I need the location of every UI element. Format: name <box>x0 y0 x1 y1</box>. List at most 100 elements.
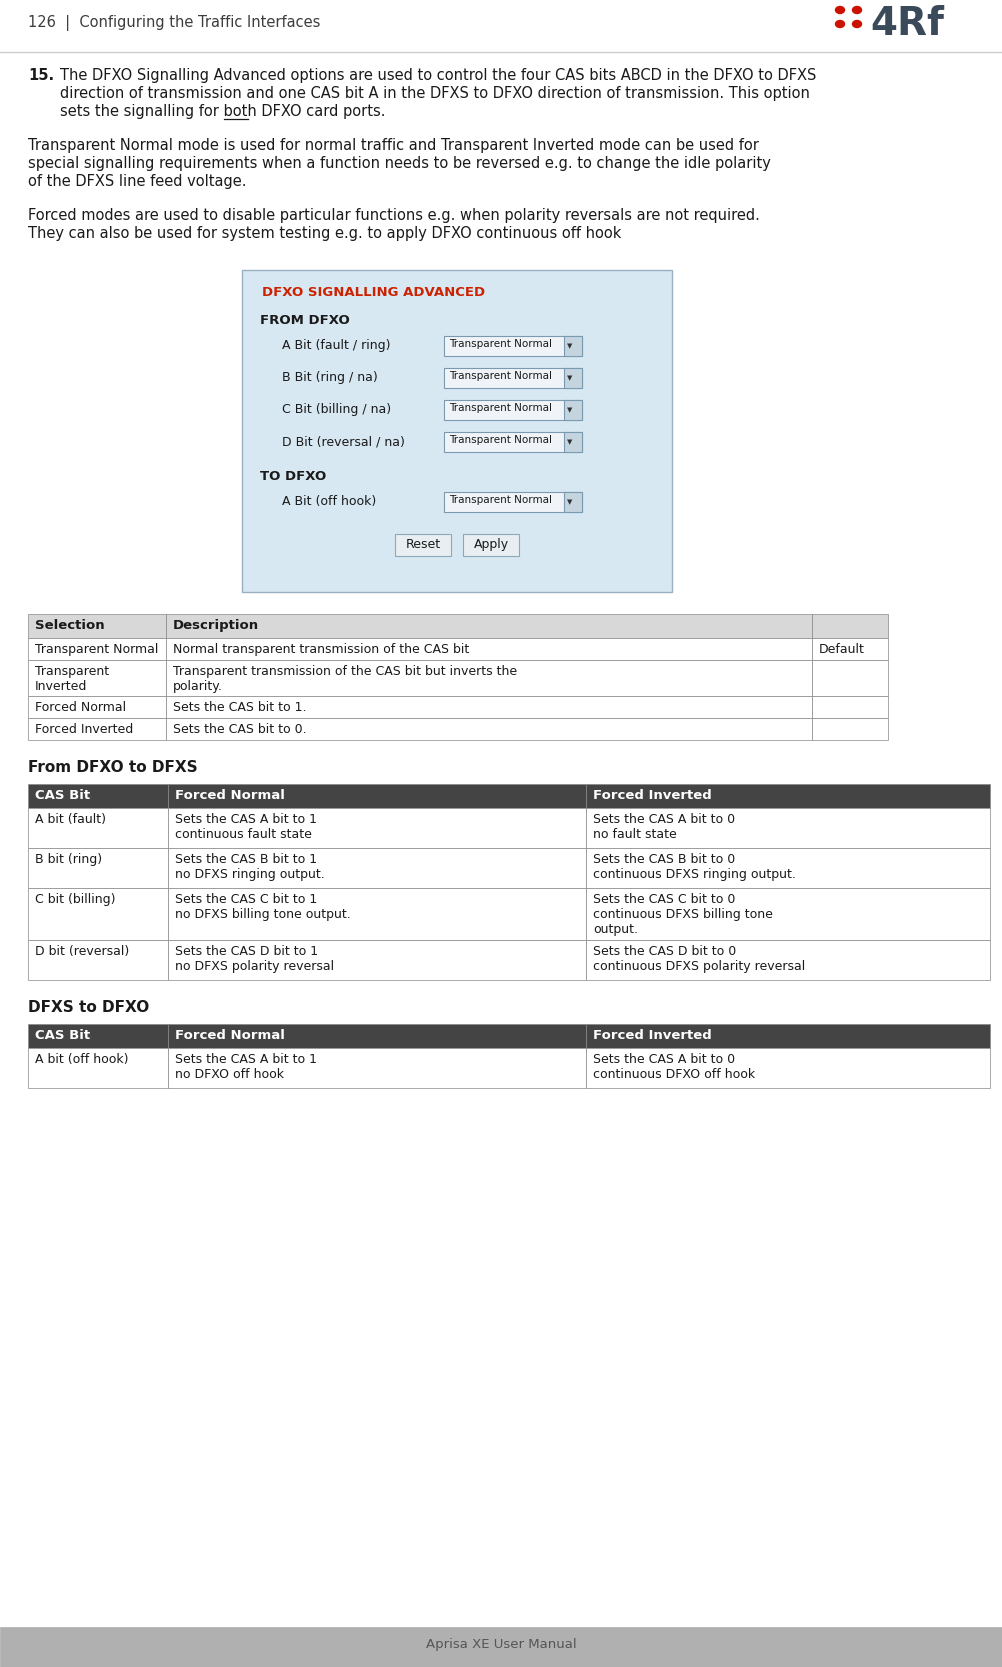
Text: Reset: Reset <box>406 538 441 552</box>
Bar <box>812 638 888 660</box>
Text: ▼: ▼ <box>567 498 573 505</box>
Text: Transparent Normal: Transparent Normal <box>449 403 552 413</box>
Bar <box>0 0 1002 52</box>
Ellipse shape <box>836 7 845 13</box>
Text: Sets the CAS bit to 1.: Sets the CAS bit to 1. <box>173 702 307 713</box>
Bar <box>812 718 888 740</box>
Text: Sets the CAS B bit to 0: Sets the CAS B bit to 0 <box>593 854 735 865</box>
Bar <box>586 889 990 940</box>
Text: Sets the CAS bit to 0.: Sets the CAS bit to 0. <box>173 723 307 737</box>
Text: Inverted: Inverted <box>35 680 87 693</box>
Text: CAS Bit: CAS Bit <box>35 788 90 802</box>
Text: Sets the CAS C bit to 0: Sets the CAS C bit to 0 <box>593 894 735 905</box>
Text: 15.: 15. <box>28 68 54 83</box>
Text: sets the signalling for both DFXO card ports.: sets the signalling for both DFXO card p… <box>60 103 386 118</box>
Text: continuous DFXS ringing output.: continuous DFXS ringing output. <box>593 869 796 880</box>
Text: They can also be used for system testing e.g. to apply DFXO continuous off hook: They can also be used for system testing… <box>28 227 621 242</box>
Bar <box>444 432 582 452</box>
Text: Sets the CAS A bit to 1: Sets the CAS A bit to 1 <box>175 1054 317 1065</box>
Text: continuous DFXS billing tone: continuous DFXS billing tone <box>593 909 773 920</box>
Text: Sets the CAS B bit to 1: Sets the CAS B bit to 1 <box>175 854 317 865</box>
Bar <box>28 808 168 849</box>
Text: ▼: ▼ <box>567 407 573 413</box>
Bar <box>0 1627 1002 1667</box>
Text: Transparent: Transparent <box>35 665 109 678</box>
Text: Description: Description <box>173 618 260 632</box>
Text: CAS Bit: CAS Bit <box>35 1029 90 1042</box>
Bar <box>444 400 582 420</box>
Bar <box>564 492 582 512</box>
Text: The DFXO Signalling Advanced options are used to control the four CAS bits ABCD : The DFXO Signalling Advanced options are… <box>60 68 817 83</box>
Text: Transparent Normal: Transparent Normal <box>449 435 552 445</box>
Bar <box>168 808 586 849</box>
Bar <box>586 1049 990 1089</box>
Bar <box>166 638 812 660</box>
Bar <box>586 783 990 808</box>
Text: Forced Inverted: Forced Inverted <box>593 788 711 802</box>
Text: Transparent Normal: Transparent Normal <box>449 338 552 348</box>
Bar <box>242 270 672 592</box>
Text: Aprisa XE User Manual: Aprisa XE User Manual <box>426 1639 576 1650</box>
Bar <box>28 1049 168 1089</box>
Text: A Bit (fault / ring): A Bit (fault / ring) <box>282 338 391 352</box>
Bar <box>564 337 582 357</box>
Bar <box>168 1049 586 1089</box>
Text: Sets the CAS A bit to 1: Sets the CAS A bit to 1 <box>175 813 317 827</box>
Text: Sets the CAS C bit to 1: Sets the CAS C bit to 1 <box>175 894 318 905</box>
Bar <box>28 718 166 740</box>
Bar <box>168 783 586 808</box>
Text: no DFXO off hook: no DFXO off hook <box>175 1069 284 1080</box>
Text: Transparent Normal: Transparent Normal <box>449 372 552 382</box>
Text: Sets the CAS D bit to 0: Sets the CAS D bit to 0 <box>593 945 736 959</box>
Text: continuous DFXO off hook: continuous DFXO off hook <box>593 1069 756 1080</box>
Bar <box>28 638 166 660</box>
Bar <box>168 940 586 980</box>
Text: continuous fault state: continuous fault state <box>175 828 312 840</box>
Bar <box>28 940 168 980</box>
Text: Transparent Normal: Transparent Normal <box>449 495 552 505</box>
Bar <box>28 660 166 697</box>
Text: no DFXS billing tone output.: no DFXS billing tone output. <box>175 909 351 920</box>
Bar <box>586 1024 990 1049</box>
Text: A Bit (off hook): A Bit (off hook) <box>282 495 376 508</box>
Bar <box>812 697 888 718</box>
Text: 4Rf: 4Rf <box>870 5 944 43</box>
Bar <box>166 697 812 718</box>
Text: Forced Normal: Forced Normal <box>175 788 285 802</box>
Ellipse shape <box>836 20 845 27</box>
Text: A bit (fault): A bit (fault) <box>35 813 106 827</box>
Text: Sets the CAS A bit to 0: Sets the CAS A bit to 0 <box>593 813 735 827</box>
Text: of the DFXS line feed voltage.: of the DFXS line feed voltage. <box>28 173 246 188</box>
Bar <box>166 718 812 740</box>
Text: continuous DFXS polarity reversal: continuous DFXS polarity reversal <box>593 960 806 974</box>
Bar <box>586 849 990 889</box>
Bar <box>168 889 586 940</box>
Text: Transparent Normal: Transparent Normal <box>35 643 158 657</box>
Text: direction of transmission and one CAS bit A in the DFXS to DFXO direction of tra: direction of transmission and one CAS bi… <box>60 87 810 102</box>
Text: Normal transparent transmission of the CAS bit: Normal transparent transmission of the C… <box>173 643 469 657</box>
Text: From DFXO to DFXS: From DFXO to DFXS <box>28 760 197 775</box>
Bar <box>28 889 168 940</box>
Text: Forced modes are used to disable particular functions e.g. when polarity reversa: Forced modes are used to disable particu… <box>28 208 760 223</box>
Bar <box>28 1024 168 1049</box>
Text: Forced Normal: Forced Normal <box>35 702 126 713</box>
Text: Transparent transmission of the CAS bit but inverts the: Transparent transmission of the CAS bit … <box>173 665 517 678</box>
Bar <box>395 533 451 557</box>
Bar <box>168 849 586 889</box>
Text: Sets the CAS D bit to 1: Sets the CAS D bit to 1 <box>175 945 318 959</box>
Text: Forced Inverted: Forced Inverted <box>593 1029 711 1042</box>
Bar <box>564 368 582 388</box>
Text: 126  |  Configuring the Traffic Interfaces: 126 | Configuring the Traffic Interfaces <box>28 15 321 32</box>
Bar <box>812 660 888 697</box>
Text: ▼: ▼ <box>567 343 573 348</box>
Text: Forced Inverted: Forced Inverted <box>35 723 133 737</box>
Bar <box>586 808 990 849</box>
Text: C bit (billing): C bit (billing) <box>35 894 115 905</box>
Bar <box>444 337 582 357</box>
Text: no DFXS ringing output.: no DFXS ringing output. <box>175 869 325 880</box>
Bar <box>166 613 812 638</box>
Ellipse shape <box>853 7 862 13</box>
Bar <box>166 660 812 697</box>
Text: A bit (off hook): A bit (off hook) <box>35 1054 128 1065</box>
Bar <box>28 613 166 638</box>
